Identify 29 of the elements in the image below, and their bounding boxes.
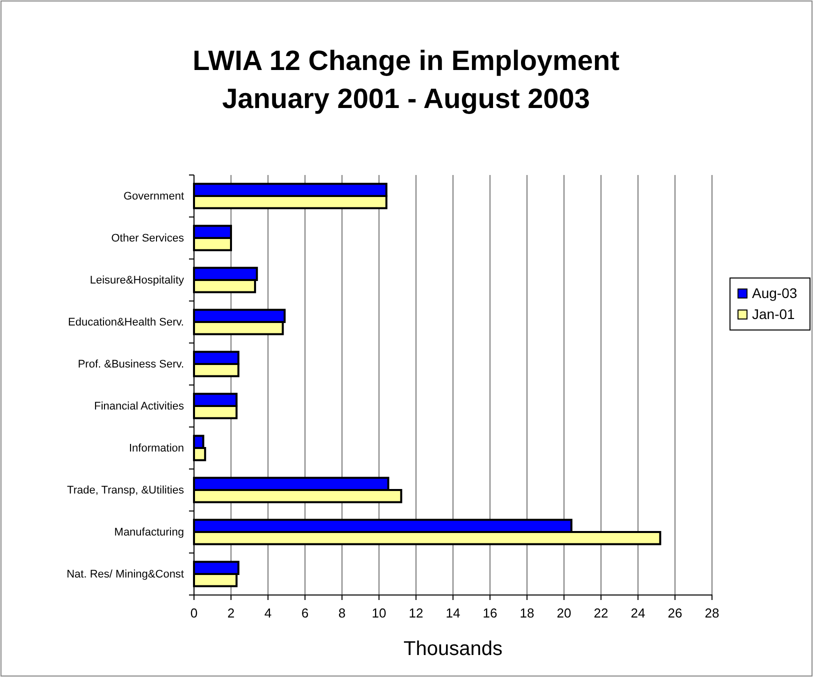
x-tick-label: 22 <box>594 605 608 620</box>
x-tick-label: 2 <box>227 605 235 620</box>
y-tick-label: Education&Health Serv. <box>68 316 184 329</box>
y-tick-label: Government <box>123 190 184 203</box>
x-tick-label: 8 <box>338 605 346 620</box>
y-tick-label: Financial Activities <box>94 400 184 413</box>
x-tick-label: 14 <box>446 605 460 620</box>
chart-title: LWIA 12 Change in Employment January 2001 - August 2003 <box>192 45 620 114</box>
x-tick-label: 4 <box>264 605 272 620</box>
legend-label: Jan-01 <box>752 306 796 322</box>
y-tick-label: Nat. Res/ Mining&Const <box>66 568 184 581</box>
x-tick-label: 26 <box>668 605 682 620</box>
x-tick-label: 16 <box>482 605 498 620</box>
y-tick-label: Trade, Transp, &Utilities <box>67 484 184 497</box>
y-tick-label: Prof. &Business Serv. <box>78 358 184 371</box>
y-tick-label: Information <box>128 442 184 455</box>
y-tick-label: Other Services <box>111 232 184 245</box>
x-tick-label: 10 <box>372 605 386 620</box>
x-tick-label: 18 <box>520 605 534 620</box>
legend-label: Aug-03 <box>752 285 798 301</box>
x-tick-label: 24 <box>630 605 646 620</box>
x-axis-title: Thousands <box>404 638 502 660</box>
x-tick-label: 28 <box>704 605 720 620</box>
x-tick-label: 6 <box>301 605 309 620</box>
y-tick-label: Leisure&Hospitality <box>90 274 184 287</box>
x-tick-label: 0 <box>190 605 198 620</box>
x-tick-label: 20 <box>556 605 572 620</box>
x-tick-label: 12 <box>408 605 424 620</box>
y-tick-label: Manufacturing <box>114 526 184 539</box>
